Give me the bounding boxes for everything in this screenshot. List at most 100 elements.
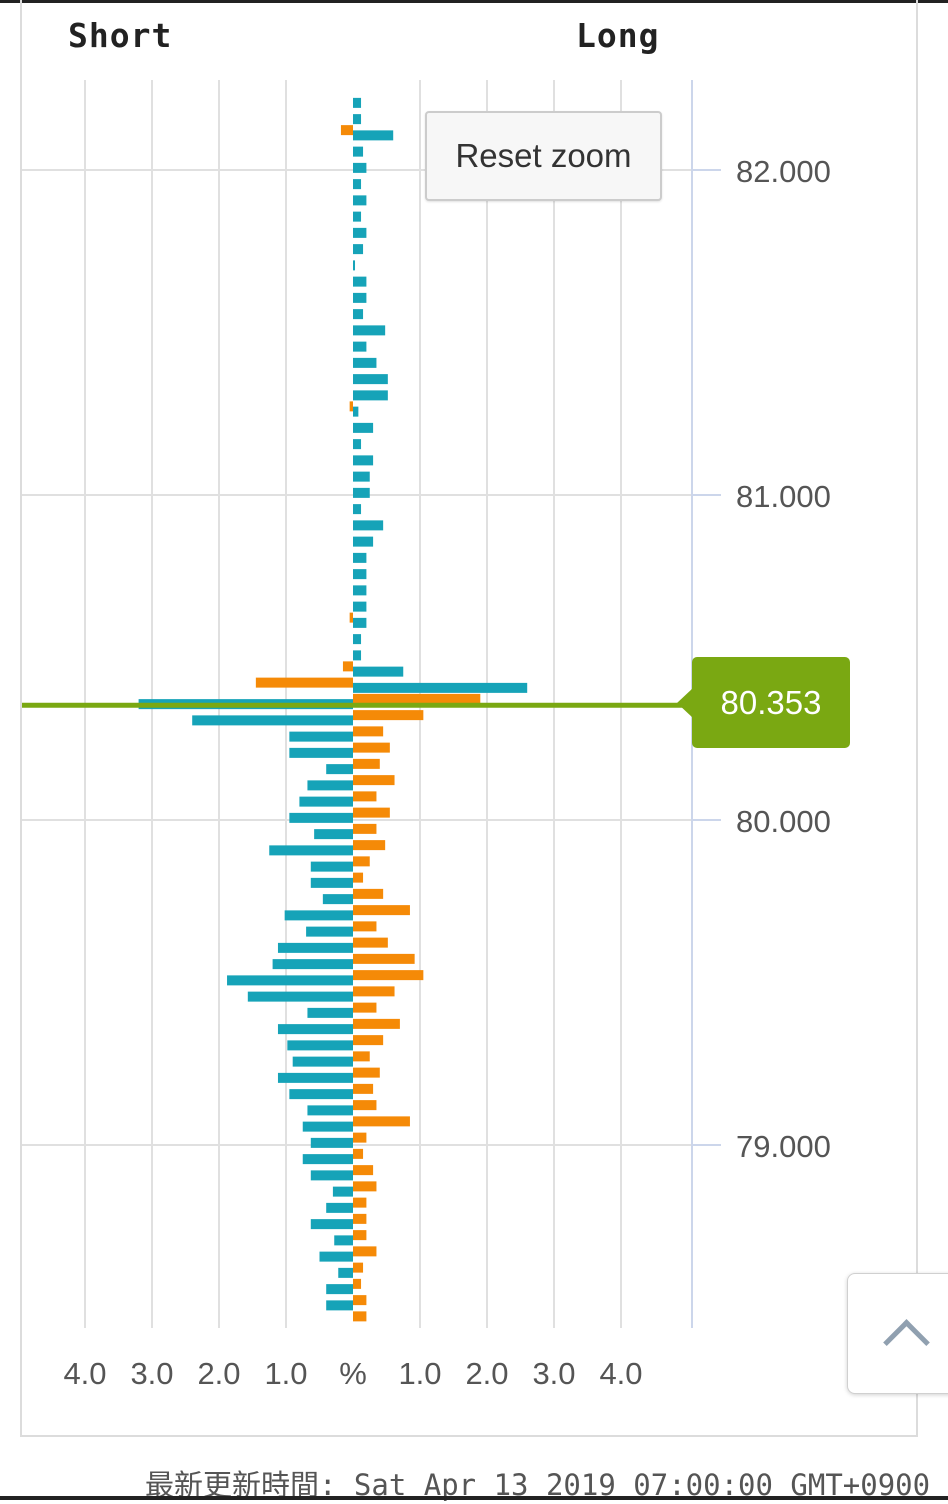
orange-bar (342, 661, 353, 672)
teal-bar (326, 764, 353, 775)
y-tick-label: 81.000 (736, 479, 831, 514)
orange-bar (340, 125, 353, 136)
teal-bar (353, 374, 388, 385)
teal-bar (353, 341, 367, 352)
teal-bar (353, 487, 370, 498)
orange-bar (353, 726, 384, 737)
x-tick-label: 1.0 (398, 1356, 441, 1391)
teal-bar (289, 1089, 353, 1100)
y-tick-labels: 82.000 81.000 80.000 79.000 (736, 154, 831, 1164)
y-tick-label: 80.000 (736, 804, 831, 839)
teal-bar (289, 731, 353, 742)
orange-bar (353, 986, 395, 997)
teal-bar (307, 780, 353, 791)
teal-bar (353, 260, 356, 271)
teal-bar (353, 195, 367, 206)
orange-bar (353, 1035, 384, 1046)
teal-bar (302, 1154, 353, 1165)
orange-bar (353, 1197, 367, 1208)
orange-bar (353, 1165, 374, 1176)
x-tick-label: 4.0 (599, 1356, 642, 1391)
teal-bar (272, 959, 353, 970)
teal-bar (322, 894, 353, 905)
orange-bar (353, 953, 415, 964)
teal-bar (310, 1170, 353, 1181)
teal-bar (289, 812, 353, 823)
orange-bar (353, 921, 377, 932)
teal-bar (353, 325, 386, 336)
teal-bar (227, 975, 353, 986)
orange-bar (353, 710, 424, 721)
teal-bar (314, 829, 353, 840)
orange-bar (353, 791, 377, 802)
teal-bar (353, 211, 362, 222)
orange-bar (353, 693, 481, 704)
teal-bar (302, 1121, 353, 1132)
teal-bar (353, 666, 404, 677)
teal-bar (353, 114, 362, 125)
orange-bar (353, 1311, 367, 1322)
x-tick-label: 3.0 (532, 1356, 575, 1391)
orange-bar (353, 970, 424, 981)
orange-bar (353, 807, 390, 818)
orange-bar (255, 677, 353, 688)
current-price-badge: 80.353 (692, 657, 850, 748)
orange-bar (353, 1295, 367, 1306)
x-tick-label: 4.0 (63, 1356, 106, 1391)
teal-bar (353, 130, 394, 141)
teal-bar (310, 877, 353, 888)
x-tick-label: 2.0 (465, 1356, 508, 1391)
short-label: Short (68, 16, 173, 55)
current-price-badge-pointer (677, 688, 693, 718)
teal-bar (306, 926, 353, 937)
teal-bar (277, 942, 353, 953)
teal-bar (353, 455, 374, 466)
bar-series (138, 97, 528, 1322)
orange-bar (353, 1051, 370, 1062)
teal-bar (353, 162, 367, 173)
orange-bar (353, 1116, 410, 1127)
teal-bar (289, 747, 353, 758)
teal-bar (353, 179, 362, 190)
teal-bar (353, 357, 377, 368)
teal-bar (353, 682, 528, 693)
teal-bar (310, 1137, 353, 1148)
orange-bar (353, 742, 390, 753)
teal-bar (353, 471, 370, 482)
teal-bar (277, 1072, 353, 1083)
teal-bar (353, 504, 362, 515)
orange-bar (353, 1148, 364, 1159)
orange-bar (353, 1100, 377, 1111)
teal-bar (310, 861, 353, 872)
teal-bar (353, 309, 364, 320)
orange-bar (353, 1262, 364, 1273)
teal-bar (192, 715, 353, 726)
teal-bar (247, 991, 353, 1002)
teal-bar (353, 536, 374, 547)
teal-bar (353, 244, 364, 255)
teal-bar (353, 569, 367, 580)
bottom-border (0, 1496, 948, 1500)
orange-bar (353, 823, 377, 834)
teal-bar (353, 617, 367, 628)
orange-bar (353, 1278, 362, 1289)
teal-bar (269, 845, 353, 856)
orange-bar (353, 1132, 367, 1143)
orange-bar (353, 1246, 377, 1257)
teal-bar (353, 97, 362, 108)
orange-bar (353, 1181, 377, 1192)
y-tick-label: 79.000 (736, 1129, 831, 1164)
scroll-to-top-button[interactable] (847, 1273, 948, 1394)
teal-bar (353, 520, 384, 531)
x-tick-label: 2.0 (197, 1356, 240, 1391)
teal-bar (338, 1267, 353, 1278)
orange-bar (353, 905, 410, 916)
orange-bar (353, 1018, 400, 1029)
reset-zoom-button[interactable]: Reset zoom (425, 111, 662, 201)
teal-bar (353, 552, 367, 563)
teal-bar (277, 1024, 353, 1035)
orange-bar (353, 1002, 377, 1013)
chevron-up-icon (883, 1319, 930, 1366)
orange-bar (353, 888, 384, 899)
teal-bar (353, 634, 362, 645)
